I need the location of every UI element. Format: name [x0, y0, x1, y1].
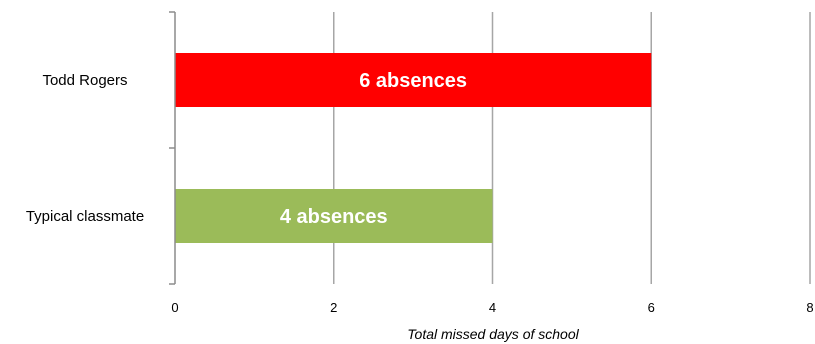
axes [169, 11, 176, 285]
category-label: Typical classmate [26, 208, 144, 225]
x-tick-label: 8 [806, 300, 813, 315]
category-label: Todd Rogers [42, 72, 127, 89]
x-tick-label: 4 [489, 300, 496, 315]
x-tick-label: 6 [648, 300, 655, 315]
bar-data-label: 6 absences [359, 70, 467, 92]
bars [175, 53, 652, 243]
gridlines [333, 12, 811, 284]
x-axis-title: Total missed days of school [407, 326, 579, 342]
bar [175, 189, 493, 243]
x-tick-label: 0 [171, 300, 178, 315]
bar-data-label: 4 absences [280, 206, 388, 228]
labels: 0 2 4 6 8 6 absences Todd Rogers 4 absences Typi… [26, 70, 814, 315]
bar [175, 53, 652, 107]
x-tick-label: 2 [330, 300, 337, 315]
